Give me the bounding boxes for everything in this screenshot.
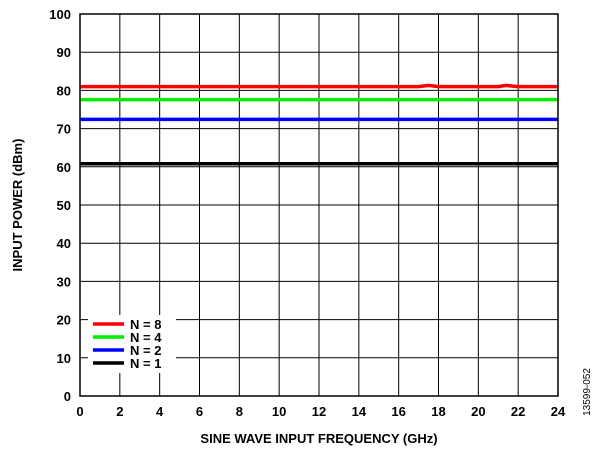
legend: N = 8N = 4N = 2N = 1 — [88, 315, 176, 373]
x-tick-label: 0 — [76, 404, 83, 419]
y-tick-label: 0 — [64, 389, 71, 404]
y-tick-label: 80 — [57, 83, 71, 98]
y-tick-label: 100 — [49, 7, 71, 22]
legend-label: N = 2 — [130, 343, 161, 358]
figure-id: 13599-052 — [582, 368, 593, 416]
x-tick-label: 4 — [156, 404, 164, 419]
x-tick-label: 24 — [551, 404, 566, 419]
legend-label: N = 8 — [130, 317, 161, 332]
x-tick-label: 20 — [471, 404, 485, 419]
x-tick-label: 12 — [312, 404, 326, 419]
x-tick-label: 16 — [391, 404, 405, 419]
x-tick-label: 10 — [272, 404, 286, 419]
series-lines — [80, 83, 558, 166]
x-axis-title: SINE WAVE INPUT FREQUENCY (GHz) — [200, 431, 437, 446]
x-tick-label: 6 — [196, 404, 203, 419]
y-tick-labels: 0 10 20 30 40 50 60 70 80 90 100 — [49, 7, 71, 404]
plot-frame — [79, 13, 559, 397]
y-tick-label: 70 — [57, 122, 71, 137]
y-tick-label: 40 — [57, 236, 71, 251]
y-tick-label: 30 — [57, 274, 71, 289]
y-tick-label: 90 — [57, 45, 71, 60]
x-tick-label: 14 — [352, 404, 367, 419]
legend-label: N = 4 — [130, 330, 162, 345]
x-tick-label: 8 — [236, 404, 243, 419]
x-tick-label: 22 — [511, 404, 525, 419]
y-axis-title: INPUT POWER (dBm) — [10, 139, 25, 272]
legend-label: N = 1 — [130, 356, 161, 371]
x-tick-label: 18 — [431, 404, 445, 419]
y-tick-label: 10 — [57, 351, 71, 366]
y-tick-label: 50 — [57, 198, 71, 213]
series-line — [80, 83, 558, 89]
y-tick-label: 20 — [57, 313, 71, 328]
x-tick-labels: 0 2 4 6 8 10 12 14 16 18 20 22 24 — [76, 404, 566, 419]
y-tick-label: 60 — [57, 160, 71, 175]
x-tick-label: 2 — [116, 404, 123, 419]
